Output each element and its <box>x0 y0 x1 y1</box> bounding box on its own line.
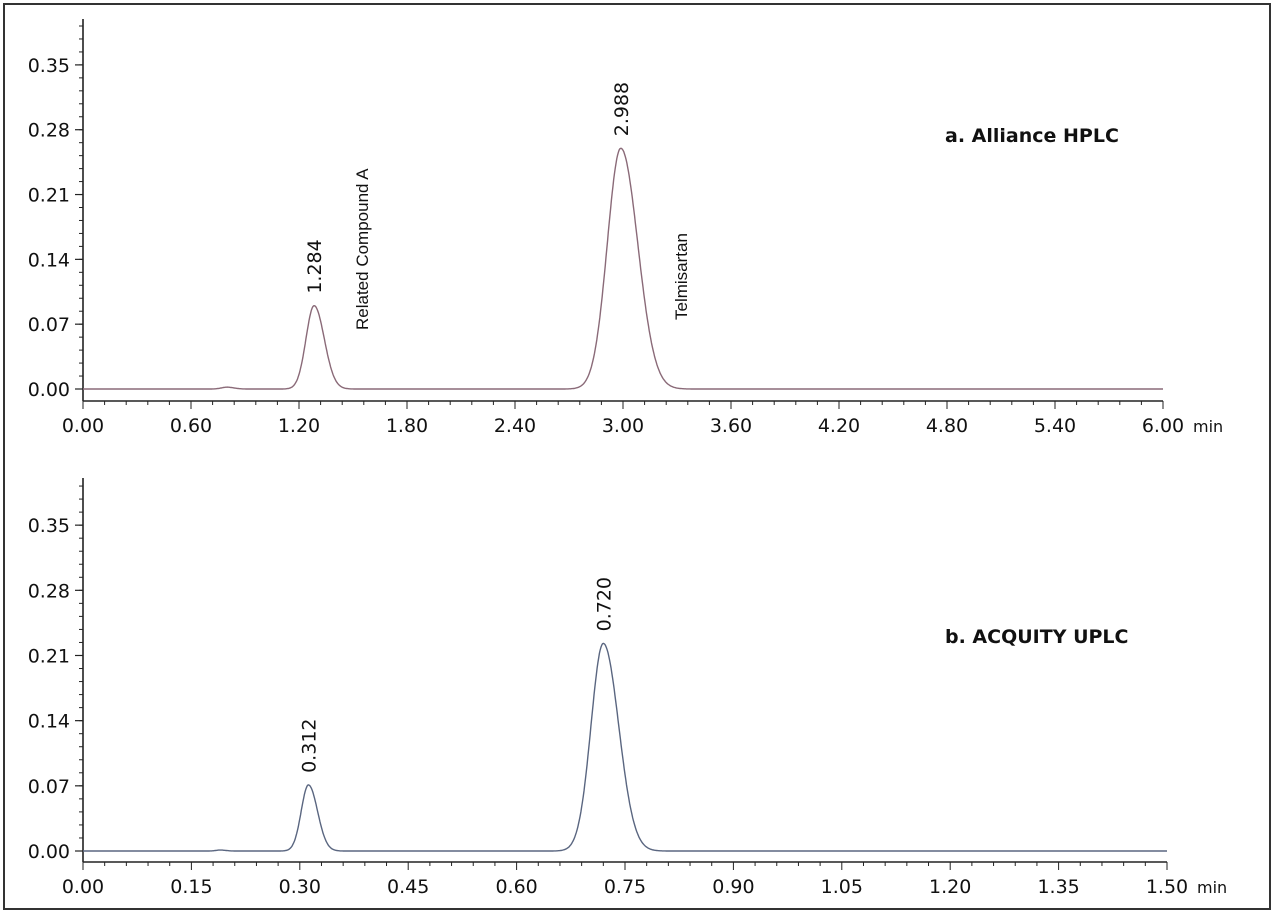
figure-frame <box>3 3 1271 910</box>
x-tick-label: 0.60 <box>170 415 212 437</box>
x-tick-label: 1.20 <box>278 415 320 437</box>
y-tick-label: 0.35 <box>28 515 70 537</box>
x-tick-label: 0.60 <box>495 876 537 898</box>
peak-rt-label: 2.988 <box>611 82 633 136</box>
x-tick-label: 1.50 <box>1146 876 1188 898</box>
x-tick-label: 1.05 <box>821 876 863 898</box>
x-tick-label: 2.40 <box>494 415 536 437</box>
x-tick-label: 0.15 <box>170 876 212 898</box>
x-tick-label: 4.20 <box>818 415 860 437</box>
peak-rt-label: 0.720 <box>593 577 615 631</box>
y-tick-label: 0.07 <box>28 314 70 336</box>
y-tick-label: 0.28 <box>28 580 70 602</box>
y-tick-label: 0.00 <box>28 379 70 401</box>
y-tick-label: 0.07 <box>28 776 70 798</box>
peak-rt-label: 0.312 <box>298 718 320 772</box>
y-tick-label: 0.21 <box>28 645 70 667</box>
y-tick-label: 0.28 <box>28 120 70 142</box>
x-axis-unit: min <box>1193 417 1223 436</box>
x-tick-label: 3.00 <box>602 415 644 437</box>
y-tick-label: 0.14 <box>28 249 70 271</box>
x-tick-label: 4.80 <box>926 415 968 437</box>
x-tick-label: 0.00 <box>62 415 104 437</box>
y-tick-label: 0.14 <box>28 711 70 733</box>
panel-title: a. Alliance HPLC <box>945 125 1119 147</box>
x-axis-unit: min <box>1197 878 1227 897</box>
x-tick-label: 0.45 <box>387 876 429 898</box>
x-tick-label: 0.00 <box>62 876 104 898</box>
x-tick-label: 6.00 <box>1142 415 1184 437</box>
x-tick-label: 0.30 <box>279 876 321 898</box>
peak-rt-label: 1.284 <box>304 239 326 293</box>
y-tick-label: 0.35 <box>28 55 70 77</box>
x-tick-label: 5.40 <box>1034 415 1076 437</box>
x-tick-label: 0.75 <box>604 876 646 898</box>
x-tick-label: 3.60 <box>710 415 752 437</box>
y-tick-label: 0.21 <box>28 185 70 207</box>
chart-panel-acquity-uplc: 0.00 0.07 0.14 0.21 0.28 0.35 0.00 0.15 0.30 0.45… <box>28 478 1227 898</box>
x-tick-label: 1.35 <box>1037 876 1079 898</box>
x-tick-label: 1.20 <box>929 876 971 898</box>
chromatogram-trace <box>83 642 1167 852</box>
chromatogram-trace <box>83 147 1163 390</box>
panel-title: b. ACQUITY UPLC <box>945 626 1128 648</box>
compound-name-label: Telmisartan <box>672 233 691 320</box>
compound-name-label: Related Compound A <box>353 168 372 330</box>
x-tick-label: 1.80 <box>386 415 428 437</box>
chart-panel-alliance-hplc: 0.00 0.07 0.14 0.21 0.28 0.35 0.00 0.60 1.20 1.80… <box>28 19 1223 437</box>
y-tick-label: 0.00 <box>28 841 70 863</box>
x-tick-label: 0.90 <box>712 876 754 898</box>
